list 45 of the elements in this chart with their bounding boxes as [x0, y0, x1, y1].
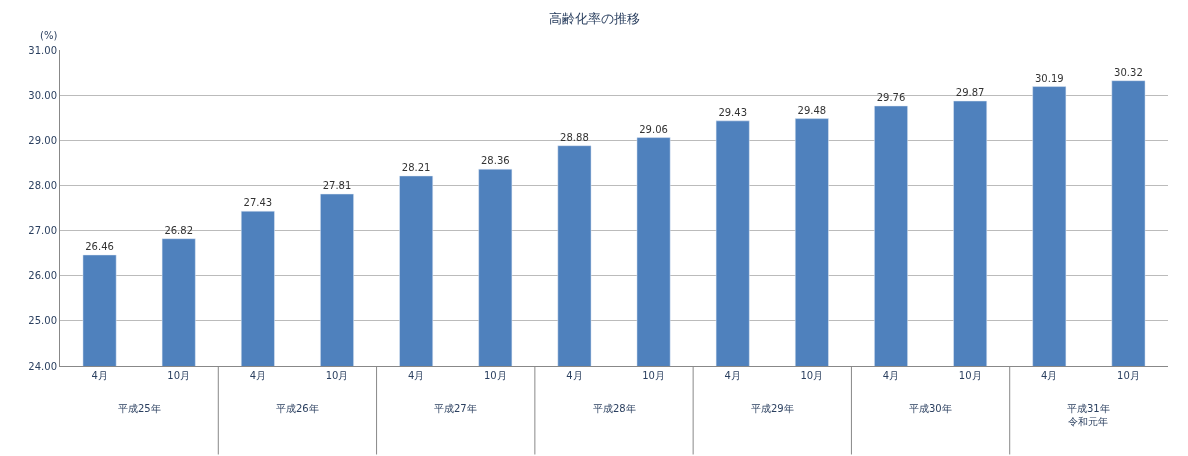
data-label: 30.32 [1114, 66, 1143, 78]
y-tick-label: 28.00 [28, 179, 57, 191]
y-tick-label: 26.00 [28, 270, 57, 282]
data-label: 29.06 [639, 123, 668, 135]
data-label: 27.81 [322, 180, 352, 192]
text: 平成28年 [593, 403, 636, 414]
data-label: 28.36 [480, 155, 510, 167]
y-tick-label: 25.00 [28, 315, 57, 327]
x-tick-label: 4月 [1041, 370, 1058, 381]
x-tick-label: 10月 [800, 370, 824, 381]
data-label: 28.88 [560, 131, 589, 143]
x-tick-label: 10月 [642, 370, 665, 381]
x-tick-label: 4月 [724, 370, 741, 381]
x-tick-label: 10月 [325, 370, 349, 381]
y-axis-title: (%) [40, 30, 58, 41]
y-tick-label: 30.00 [28, 89, 57, 101]
text: 平成26年 [276, 403, 319, 414]
text: 平成27年 [434, 403, 477, 414]
data-label: 29.76 [876, 91, 906, 103]
x-tick-label: 4月 [249, 370, 267, 381]
x-tick-label: 4月 [566, 370, 583, 381]
x-tick-label: 10月 [958, 370, 982, 381]
x-tick-label: 10月 [1117, 370, 1140, 381]
y-tick-label: 24.00 [28, 360, 57, 372]
data-label: 29.87 [955, 87, 985, 99]
data-label: 27.43 [243, 197, 273, 209]
data-label: 26.82 [164, 224, 194, 236]
x-tick-label: 4月 [882, 370, 900, 381]
text: 平成31年令和元年 [1067, 403, 1110, 427]
y-tick-label: 31.00 [28, 44, 57, 56]
text: 平成29年 [751, 403, 794, 414]
y-tick-label: 29.00 [28, 134, 57, 146]
x-tick-label: 10月 [167, 370, 191, 381]
data-label: 29.43 [718, 106, 748, 118]
y-tick-label: 27.00 [28, 225, 57, 237]
data-label: 30.19 [1034, 72, 1064, 84]
data-label: 26.46 [85, 240, 114, 252]
x-tick-label: 4月 [91, 370, 108, 381]
text: 平成25年 [118, 403, 161, 414]
data-label: 28.21 [401, 161, 431, 173]
data-label: 29.48 [797, 104, 827, 116]
chart-title: 高齢化率の推移 [548, 10, 640, 26]
x-tick-label: 4月 [407, 370, 425, 381]
text: 平成30年 [909, 403, 952, 414]
x-tick-label: 10月 [483, 370, 507, 381]
